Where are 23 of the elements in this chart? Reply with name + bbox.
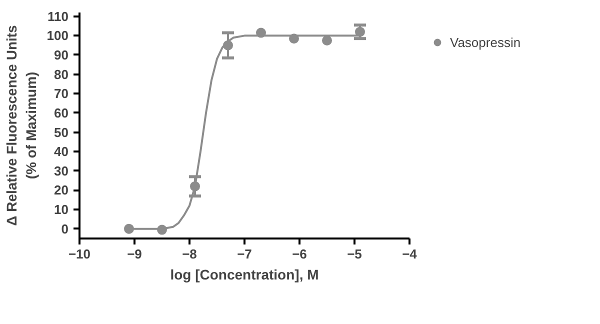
- x-tick-label: −5: [347, 246, 362, 262]
- x-axis-title: log [Concentration], M: [170, 266, 319, 282]
- y-tick-label: 80: [54, 66, 69, 82]
- x-tick-label: −6: [292, 246, 307, 262]
- y-tick-label: 10: [54, 202, 69, 218]
- y-tick-label: 30: [54, 163, 69, 178]
- y-tick-label: 0: [61, 221, 69, 236]
- x-tick-label: −4: [402, 246, 418, 262]
- y-tick-label: 70: [54, 86, 69, 102]
- x-tick-label: −10: [68, 246, 91, 262]
- y-axis-title: Δ Relative Fluorescence Units (% of Maximum): [4, 24, 39, 226]
- x-tick-label: −7: [237, 246, 252, 262]
- y-tick-label: 50: [54, 124, 69, 140]
- y-tick-label: 110: [48, 8, 69, 24]
- y-tick-label: 40: [54, 144, 69, 160]
- legend-label: Vasopressin: [450, 34, 522, 50]
- x-tick-label: −8: [182, 246, 197, 262]
- y-tick-label: 90: [54, 47, 69, 62]
- x-tick-label: −9: [127, 246, 142, 262]
- y-tick-label: 20: [54, 182, 69, 198]
- y-tick-label: 100: [46, 28, 69, 44]
- point: [322, 36, 332, 46]
- y-tick-label: 60: [54, 105, 69, 120]
